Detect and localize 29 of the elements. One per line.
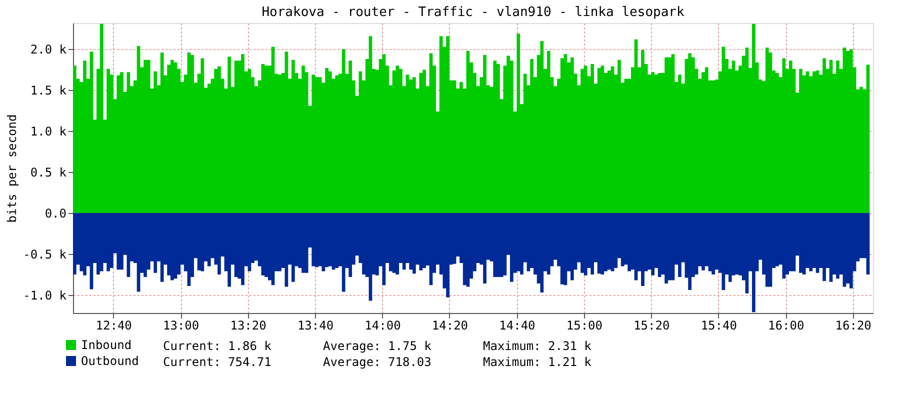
x-tick-label: 13:00	[162, 318, 200, 332]
x-tick-label: 15:20	[634, 318, 670, 332]
x-tick-label: 13:40	[297, 318, 334, 332]
x-tick-label: 15:40	[700, 318, 737, 332]
text: Average: 718.03	[323, 355, 432, 369]
x-tick-label: 12:40	[96, 318, 132, 332]
x-tick-label: 15:00	[566, 318, 602, 332]
x-tick-label: 16:20	[835, 318, 872, 332]
text: Average: 1.75 k	[323, 339, 432, 353]
y-tick-label: 1.5 k	[30, 84, 68, 98]
y-tick-label: 0.0	[44, 206, 66, 221]
y-axis-title: bits per second	[5, 114, 20, 223]
x-tick-label: 16:00	[768, 318, 804, 332]
text: Current: 754.71	[163, 355, 272, 369]
y-tick-label: 0.5 k	[30, 166, 68, 180]
legend-label: Outbound	[81, 354, 139, 368]
x-tick-label: 14:00	[364, 318, 401, 332]
text: Maximum: 2.31 k	[483, 339, 592, 353]
y-tick-label: 1.0 k	[30, 124, 68, 139]
x-tick-label: 14:40	[499, 318, 536, 332]
x-tick-label: 13:20	[230, 318, 266, 332]
text: Maximum: 1.21 k	[483, 355, 592, 369]
x-tick-label: 14:20	[432, 318, 468, 332]
y-tick-label: 2.0 k	[30, 42, 68, 57]
chart-title: Horakova - router - Traffic - vlan910 - linka lesopark	[262, 5, 684, 20]
legend-label: Inbound	[81, 338, 132, 352]
text: Current: 1.86 k	[163, 339, 272, 353]
y-tick-label: -0.5 k	[23, 248, 68, 262]
y-tick-label: -1.0 k	[23, 288, 68, 302]
